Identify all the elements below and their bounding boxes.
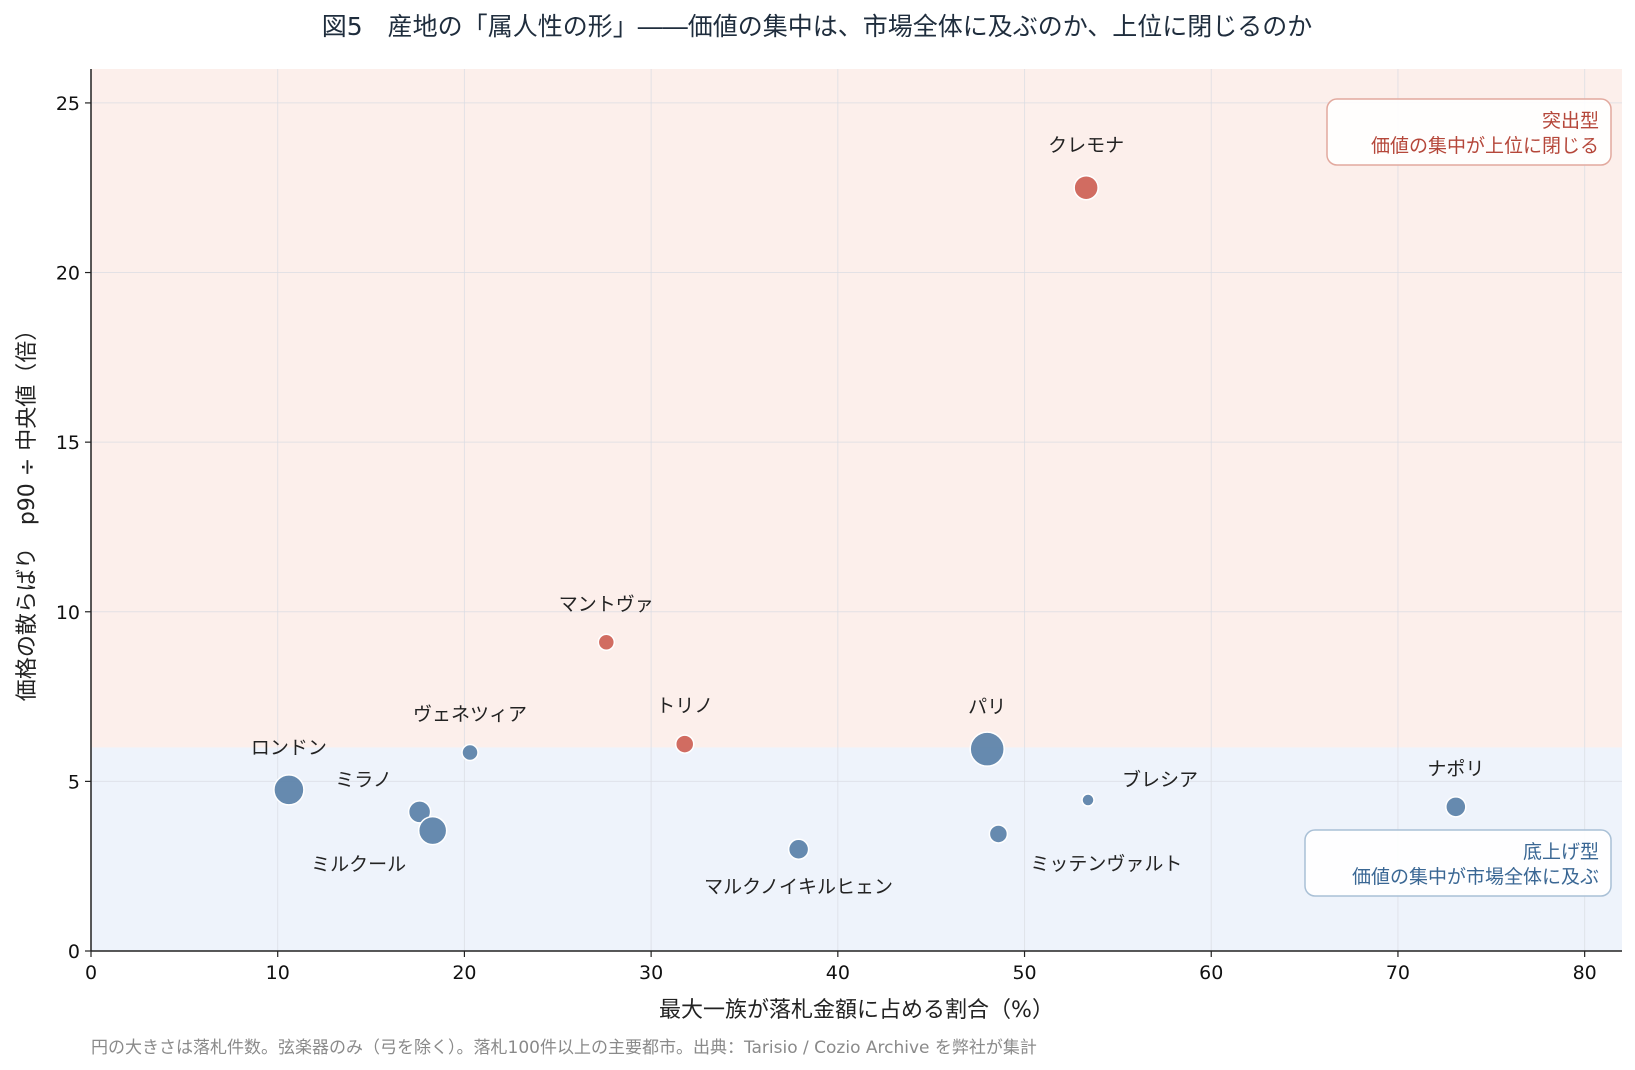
data-point-label: マルクノイキルヒェン bbox=[704, 876, 893, 898]
data-point-label: ミルクール bbox=[311, 854, 406, 876]
data-point-label: ヴェネツィア bbox=[413, 704, 527, 726]
chart-title: 図5 産地の「属人性の形」――価値の集中は、市場全体に及ぶのか、上位に閉じるのか bbox=[322, 12, 1312, 41]
y-tick-label: 5 bbox=[68, 771, 80, 793]
data-point-label: ミッテンヴァルト bbox=[1030, 853, 1182, 875]
region-lower-label-box bbox=[1304, 829, 1612, 897]
data-point-label: トリノ bbox=[656, 695, 713, 717]
y-tick-label: 20 bbox=[56, 263, 80, 285]
data-point-label: ナポリ bbox=[1427, 758, 1484, 780]
region-upper-label-description: 価値の集中が上位に閉じる bbox=[1371, 135, 1599, 157]
x-tick-label: 20 bbox=[452, 962, 476, 984]
data-point bbox=[407, 800, 432, 824]
region-upper-background bbox=[91, 69, 1622, 748]
data-point-label: パリ bbox=[968, 696, 1006, 718]
data-point bbox=[597, 633, 616, 652]
region-lower-label-title: 底上げ型 bbox=[1523, 841, 1599, 863]
data-point-label: ミラノ bbox=[335, 769, 392, 791]
data-point bbox=[787, 838, 810, 860]
y-tick-label: 10 bbox=[56, 602, 80, 624]
region-upper-label-box bbox=[1326, 98, 1612, 166]
data-point bbox=[1073, 174, 1099, 201]
data-point-label: ブレシア bbox=[1122, 768, 1198, 791]
y-tick-label: 0 bbox=[68, 941, 80, 963]
data-point bbox=[273, 774, 305, 806]
x-tick-label: 70 bbox=[1386, 962, 1410, 984]
source-note: 円の大きさは落札件数。弦楽器のみ（弓を除く）。落札100件以上の主要都市。出典：… bbox=[91, 1038, 1037, 1058]
plot-area: 0 10 20 30 40 50 60 70 80 0 5 10 15 20 25 最大一族が落札金額に占める… bbox=[15, 69, 1622, 1023]
data-point-label: クレモナ bbox=[1048, 135, 1124, 157]
x-tick-label: 60 bbox=[1199, 962, 1223, 984]
data-point-label: マントヴァ bbox=[559, 593, 654, 615]
x-tick-label: 50 bbox=[1012, 962, 1036, 984]
x-tick-label: 40 bbox=[826, 962, 850, 984]
region-lower-label-description: 価値の集中が市場全体に及ぶ bbox=[1352, 866, 1599, 888]
data-point bbox=[988, 824, 1009, 844]
y-tick-label: 15 bbox=[56, 432, 80, 454]
x-tick-label: 80 bbox=[1573, 962, 1597, 984]
data-point-label: ロンドン bbox=[251, 737, 327, 759]
data-point bbox=[674, 734, 695, 754]
data-point bbox=[1445, 796, 1467, 818]
x-tick-label: 10 bbox=[266, 962, 290, 984]
x-tick-label: 0 bbox=[85, 962, 97, 984]
data-point bbox=[969, 731, 1005, 767]
data-point bbox=[417, 815, 448, 846]
region-upper-label-title: 突出型 bbox=[1542, 110, 1599, 132]
y-tick-label: 25 bbox=[56, 93, 80, 115]
x-tick-label: 30 bbox=[639, 962, 663, 984]
x-axis-label: 最大一族が落札金額に占める割合（%） bbox=[659, 998, 1054, 1023]
data-point bbox=[461, 743, 479, 762]
data-point bbox=[1081, 793, 1095, 807]
y-axis-label: 価格の散らばり p90 ÷ 中央値（倍） bbox=[15, 319, 40, 701]
